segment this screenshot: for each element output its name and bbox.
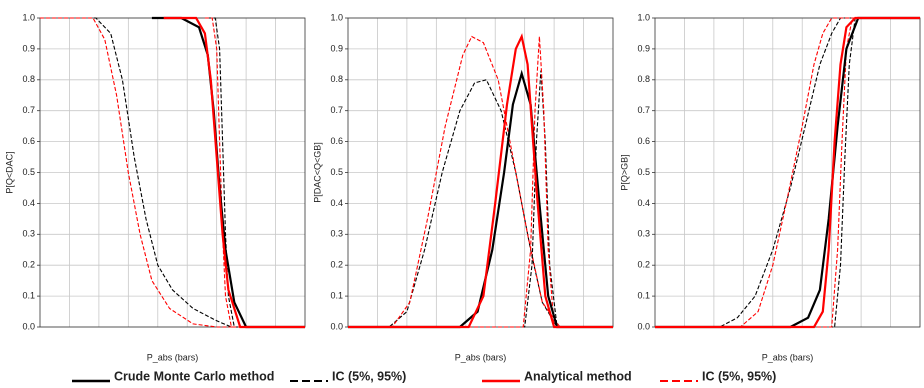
line-series (163, 16, 305, 329)
y-tick-label: 0.8 (22, 74, 35, 84)
y-tick-label: 0.0 (22, 321, 35, 331)
y-tick-label: 0.7 (637, 105, 650, 115)
y-tick-label: 0.1 (22, 290, 35, 300)
line-series (655, 17, 920, 328)
y-tick-label: 0.0 (637, 321, 650, 331)
y-tick-label: 0.2 (330, 260, 343, 270)
x-axis-label: P_abs (bars) (762, 352, 814, 362)
y-axis-label: P[Q>GB] (619, 154, 629, 190)
y-tick-label: 0.6 (637, 136, 650, 146)
y-tick-label: 0.2 (22, 260, 35, 270)
y-axis-label: P[Q<DAC] (4, 151, 14, 193)
y-tick-label: 0.8 (330, 74, 343, 84)
y-tick-label: 1.0 (330, 12, 343, 22)
line-series (655, 16, 920, 329)
line-series (348, 36, 613, 328)
y-tick-label: 0.6 (330, 136, 343, 146)
y-tick-label: 0.4 (330, 198, 343, 208)
y-tick-label: 0.7 (330, 105, 343, 115)
panel: 0.0 0.1 0.2 0.3 0.4 0.5 0.6 0.7 0.8 0.9 1.0 P[Q<DAC… (4, 12, 306, 362)
y-tick-label: 0.5 (330, 167, 343, 177)
line-series (348, 69, 613, 329)
y-tick-label: 0.9 (330, 43, 343, 53)
y-tick-label: 0.3 (22, 229, 35, 239)
y-tick-label: 0.9 (637, 43, 650, 53)
line-series (655, 17, 920, 328)
y-tick-label: 0.3 (330, 229, 343, 239)
line-series (40, 17, 305, 328)
y-tick-label: 0.5 (22, 167, 35, 177)
line-series (655, 17, 920, 328)
line-series (204, 17, 305, 328)
y-tick-label: 0.7 (22, 105, 35, 115)
y-tick-label: 0.8 (637, 74, 650, 84)
y-tick-label: 0.2 (637, 260, 650, 270)
line-series (40, 17, 305, 328)
y-tick-label: 0.1 (330, 290, 343, 300)
panel: 0.0 0.1 0.2 0.3 0.4 0.5 0.6 0.7 0.8 0.9 1.0 P[Q>GB]… (619, 12, 921, 362)
y-tick-label: 1.0 (22, 12, 35, 22)
line-series (348, 70, 613, 328)
legend-label: Analytical method (524, 369, 632, 383)
y-tick-label: 0.9 (22, 43, 35, 53)
line-series (207, 17, 305, 328)
panel: 0.0 0.1 0.2 0.3 0.4 0.5 0.6 0.7 0.8 0.9 1.0 P[DAC<Q… (312, 12, 614, 362)
line-series (655, 16, 920, 329)
x-axis-label: P_abs (bars) (147, 352, 199, 362)
legend-label: Crude Monte Carlo method (114, 369, 274, 383)
y-tick-label: 0.0 (330, 321, 343, 331)
y-tick-label: 0.4 (637, 198, 650, 208)
line-series (348, 33, 613, 329)
y-tick-label: 0.3 (637, 229, 650, 239)
x-axis-label: P_abs (bars) (455, 352, 507, 362)
legend-label: IC (5%, 95%) (702, 369, 776, 383)
y-tick-label: 0.1 (637, 290, 650, 300)
y-tick-label: 0.6 (22, 136, 35, 146)
legend-label: IC (5%, 95%) (332, 369, 406, 383)
y-tick-label: 0.5 (637, 167, 650, 177)
y-tick-label: 1.0 (637, 12, 650, 22)
y-tick-label: 0.4 (22, 198, 35, 208)
line-series (348, 35, 613, 328)
y-axis-label: P[DAC<Q<GB] (312, 142, 322, 203)
